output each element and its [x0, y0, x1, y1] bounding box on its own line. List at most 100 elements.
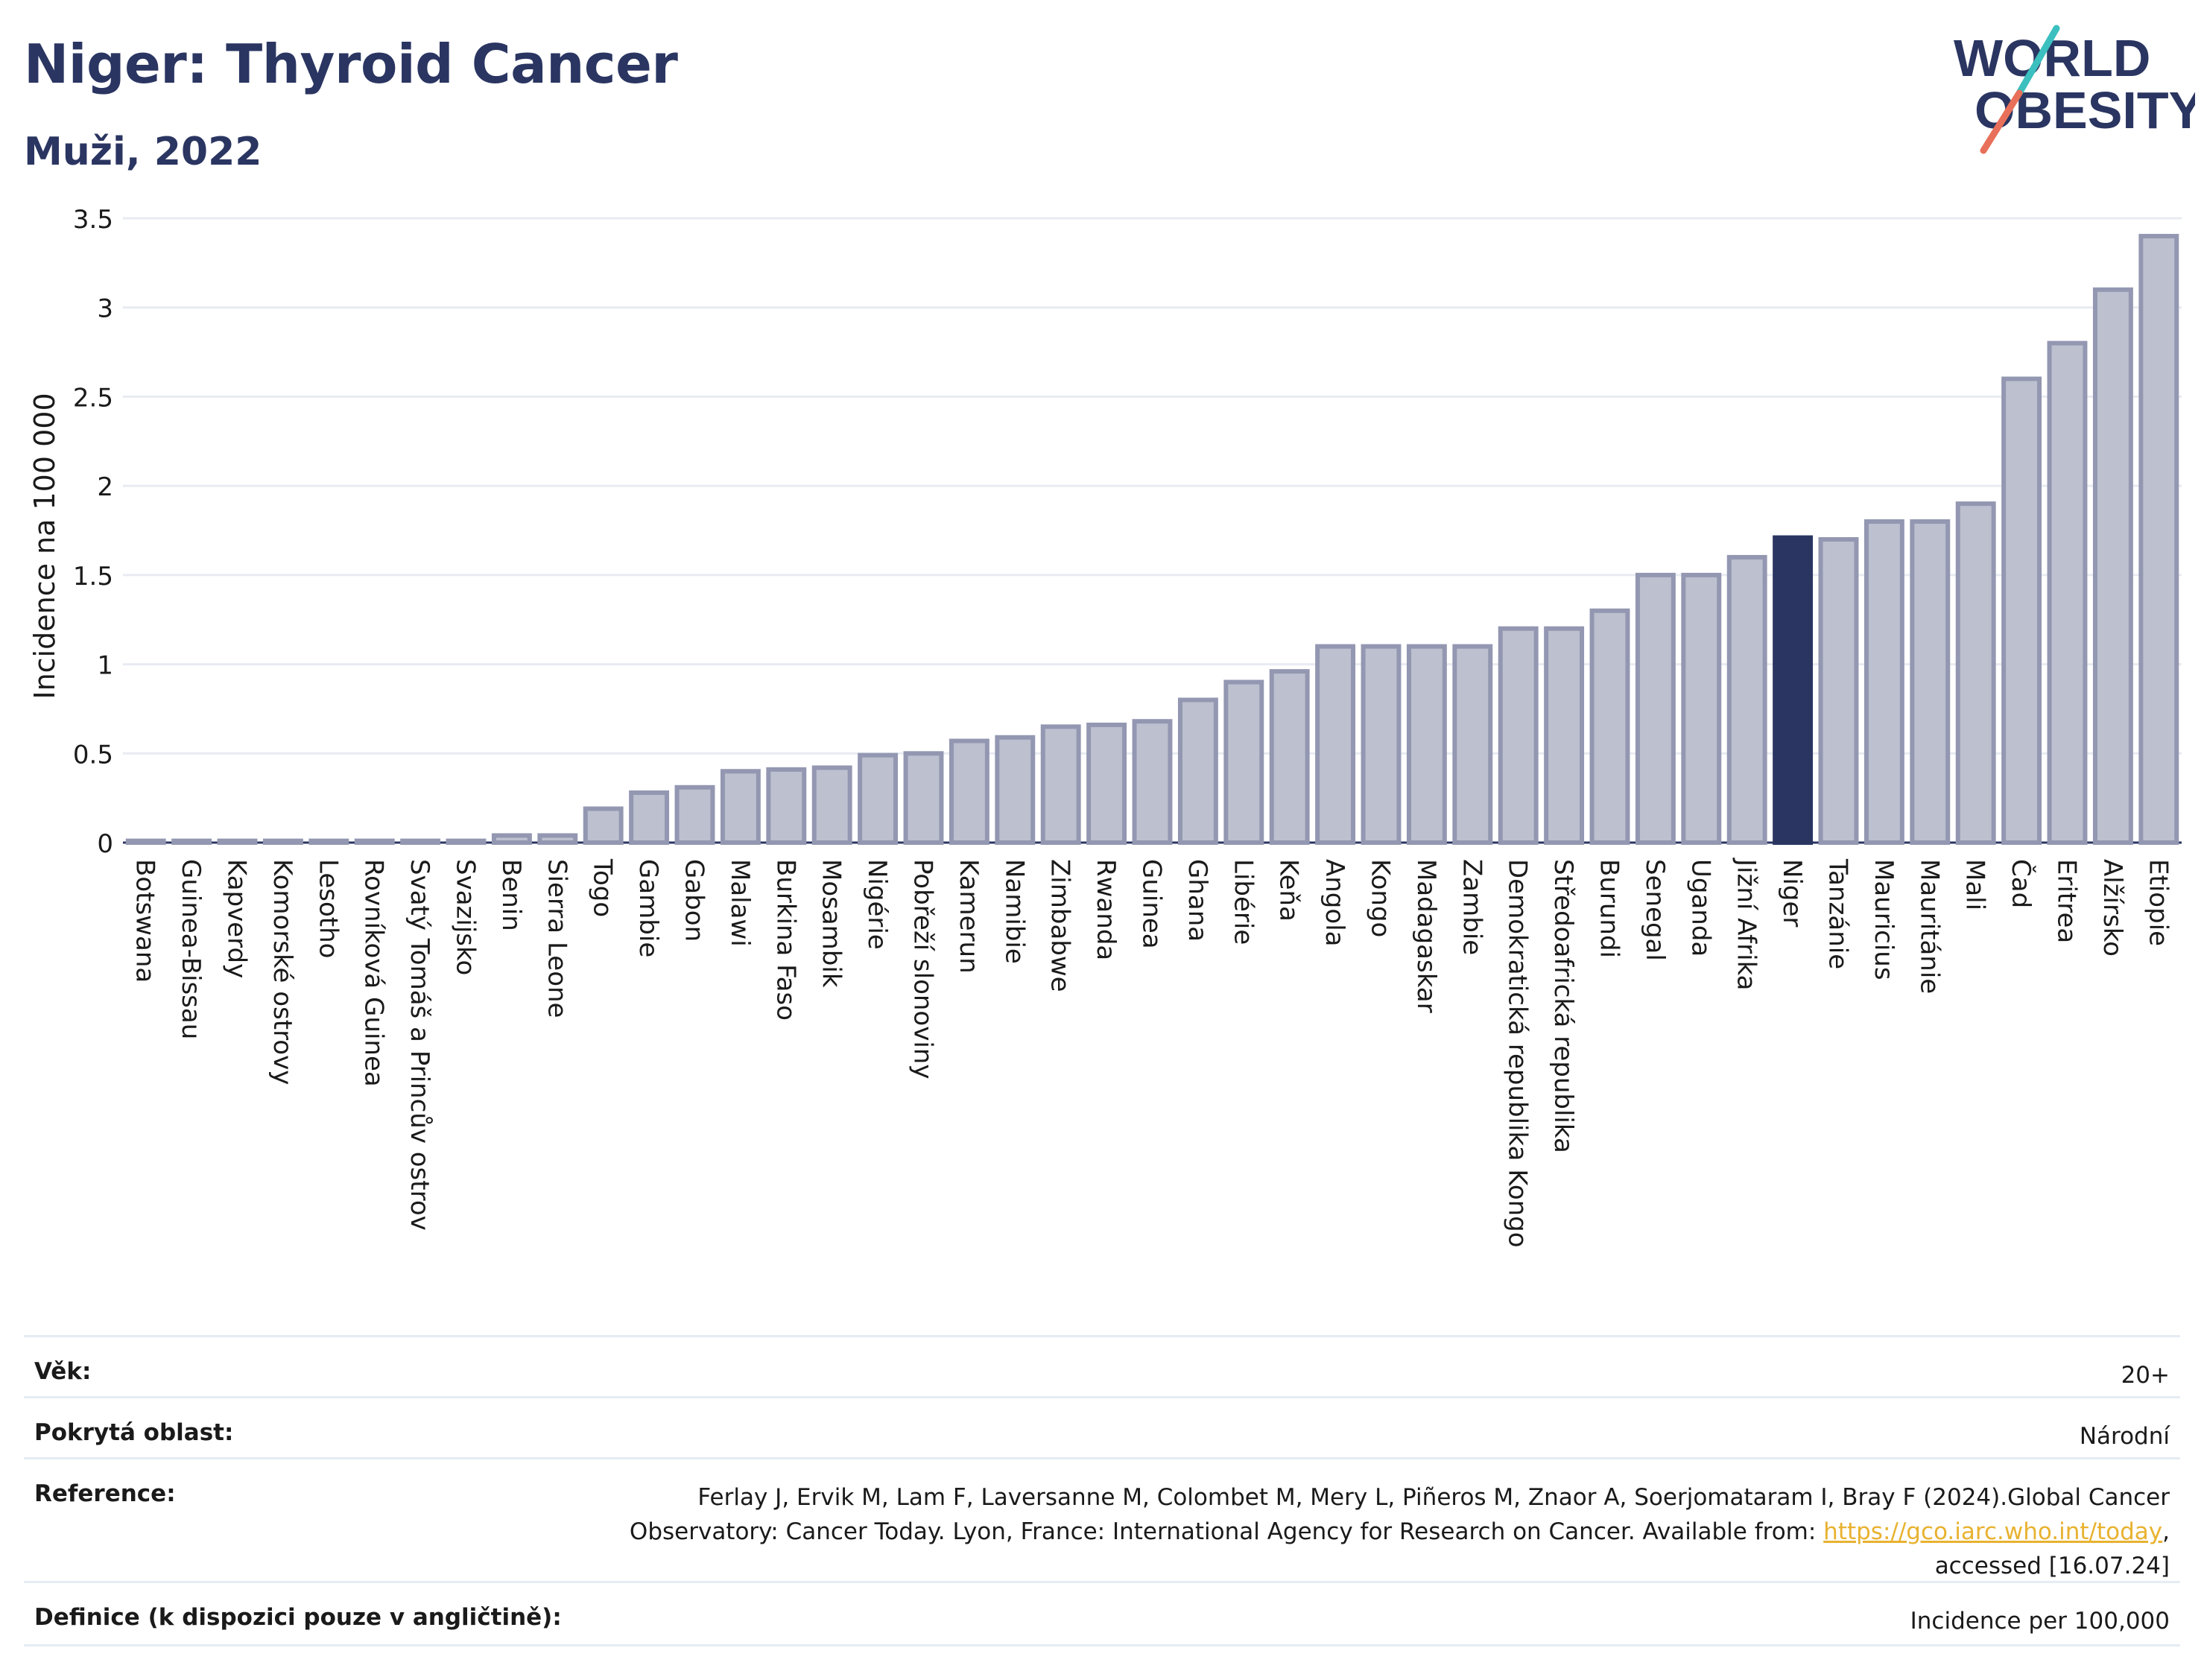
info-row-area: Pokrytá oblast: Národní — [24, 1396, 2180, 1459]
bar-ghana[interactable] — [1177, 697, 1218, 846]
bar-benin[interactable] — [491, 833, 532, 845]
bar-guinea-bissau[interactable] — [171, 838, 212, 845]
bar-burundi[interactable] — [1589, 608, 1630, 845]
bar-st-edoafrick-republika[interactable] — [1544, 626, 1585, 846]
logo-slash-coral — [1980, 89, 2023, 154]
x-tick-label: Malawi — [725, 859, 755, 947]
y-tick-label: 0 — [97, 829, 113, 859]
bar-komorsk-ostrovy[interactable] — [262, 838, 303, 845]
x-tick-label: Mali — [1960, 859, 1990, 910]
x-tick-label: Uganda — [1685, 859, 1715, 957]
x-tick-label: Burkina Faso — [770, 859, 800, 1021]
x-tick-label: Kapverdy — [222, 859, 252, 978]
bar-mauricius[interactable] — [1863, 519, 1904, 845]
x-tick-label: Burundi — [1595, 859, 1624, 958]
bar-burkina-faso[interactable] — [766, 767, 807, 845]
info-row-definition: Definice (k dispozici pouze v angličtině… — [24, 1581, 2180, 1646]
x-tick-label: Angola — [1320, 859, 1349, 946]
x-tick-label: Gabon — [680, 859, 709, 942]
x-tick-label: Kongo — [1366, 859, 1396, 937]
info-row-age: Věk: 20+ — [24, 1335, 2180, 1398]
bar-senegal[interactable] — [1635, 572, 1676, 845]
bar-nig-rie[interactable] — [858, 752, 899, 845]
bar-botswana[interactable] — [125, 838, 166, 845]
reference-line-3: accessed [16.07.24] — [1934, 1553, 2170, 1579]
bar-pob-e-slonoviny[interactable] — [903, 751, 944, 845]
reference-value: Ferlay J, Ervik M, Lam F, Laversanne M, … — [630, 1480, 2170, 1583]
bar-gabon[interactable] — [674, 784, 715, 845]
y-tick-label: 3 — [97, 294, 113, 324]
reference-line-1: Ferlay J, Ervik M, Lam F, Laversanne M, … — [697, 1484, 2170, 1511]
y-tick-label: 1 — [97, 651, 113, 681]
x-tick-label: Pobřeží slonoviny — [908, 859, 938, 1079]
bar--ad[interactable] — [2001, 376, 2042, 845]
x-tick-label: Svatý Tomáš a Princův ostrov — [405, 859, 434, 1231]
y-tick-label: 3.5 — [73, 205, 113, 235]
bar-sierra-leone[interactable] — [537, 833, 578, 845]
area-value: Národní — [2079, 1423, 2170, 1450]
bar-svat-tom-a-princ-v-ostrov[interactable] — [400, 838, 441, 845]
bar-maurit-nie[interactable] — [1910, 519, 1951, 845]
bar-demokratick-republika-kongo[interactable] — [1498, 626, 1539, 846]
bar-guinea[interactable] — [1132, 719, 1173, 846]
bar-chart: 0 0.5 1 1.5 2 2.5 3 3.5 Botswana Guinea-Bissau Ka… — [28, 205, 2182, 1248]
x-tick-label: Nigérie — [862, 859, 892, 950]
x-tick-label: Zimbabwe — [1045, 859, 1075, 992]
x-tick-label: Libérie — [1228, 859, 1258, 945]
x-tick-label: Guinea-Bissau — [176, 859, 206, 1039]
bar-kapverdy[interactable] — [217, 838, 258, 845]
bar-zimbabwe[interactable] — [1040, 724, 1081, 845]
x-tick-label: Niger — [1777, 859, 1807, 927]
bar-gambie[interactable] — [629, 790, 670, 845]
x-tick-label: Madagaskar — [1411, 859, 1441, 1013]
y-tick-label: 0.5 — [73, 740, 113, 770]
x-tick-label: Rovníková Guinea — [359, 859, 389, 1087]
bar-mali[interactable] — [1955, 501, 1996, 845]
x-tick-labels: Botswana Guinea-Bissau Kapverdy Komorské os… — [130, 858, 2173, 1248]
bars — [125, 233, 2179, 846]
x-tick-label: Jižní Afrika — [1732, 858, 1761, 991]
x-tick-label: Alžírsko — [2097, 859, 2127, 957]
x-tick-label: Svazijsko — [451, 859, 481, 975]
bar-eritrea[interactable] — [2047, 340, 2088, 846]
x-tick-label: Sierra Leone — [542, 859, 571, 1018]
bar-rwanda[interactable] — [1086, 722, 1127, 846]
x-tick-label: Guinea — [1137, 859, 1167, 949]
x-tick-label: Ghana — [1182, 859, 1212, 942]
bar-lesotho[interactable] — [308, 838, 349, 845]
bar-al-rsko[interactable] — [2092, 287, 2133, 845]
x-tick-label: Gambie — [633, 859, 663, 957]
x-tick-label: Středoafrická republika — [1548, 859, 1578, 1153]
bar-zambie[interactable] — [1452, 644, 1493, 846]
bar-angola[interactable] — [1315, 644, 1356, 846]
info-row-reference: Reference: Ferlay J, Ervik M, Lam F, Lav… — [24, 1457, 2180, 1583]
bar-rovn-kov-guinea[interactable] — [354, 838, 395, 845]
bar-togo[interactable] — [583, 806, 624, 845]
bar-kongo[interactable] — [1361, 644, 1402, 846]
bar-niger[interactable] — [1773, 535, 1814, 845]
area-label: Pokrytá oblast: — [34, 1419, 234, 1446]
reference-label: Reference: — [34, 1480, 176, 1507]
bar-namibie[interactable] — [995, 735, 1036, 845]
definition-value: Incidence per 100,000 — [1910, 1608, 2170, 1635]
reference-link[interactable]: https://gco.iarc.who.int/today — [1823, 1518, 2163, 1545]
bar-lib-rie[interactable] — [1223, 679, 1264, 845]
bar-malawi[interactable] — [720, 769, 761, 845]
x-tick-label: Mosambik — [817, 859, 846, 988]
x-tick-label: Rwanda — [1091, 859, 1121, 960]
x-tick-label: Komorské ostrovy — [267, 859, 297, 1085]
x-tick-label: Kamerun — [954, 859, 984, 974]
x-tick-label: Čad — [2006, 859, 2036, 908]
bar-ke-a[interactable] — [1269, 669, 1310, 845]
bar-mosambik[interactable] — [811, 765, 852, 845]
bar-uganda[interactable] — [1681, 572, 1722, 845]
x-tick-label: Zambie — [1457, 859, 1486, 955]
bar-tanz-nie[interactable] — [1818, 536, 1859, 845]
bar-kamerun[interactable] — [949, 738, 989, 845]
bar-etiopie[interactable] — [2138, 233, 2179, 845]
bar-madagaskar[interactable] — [1406, 644, 1447, 846]
reference-line-2-text: Observatory: Cancer Today. Lyon, France:… — [629, 1518, 1824, 1545]
bar-ji-n-afrika[interactable] — [1726, 554, 1767, 846]
definition-label: Definice (k dispozici pouze v angličtině… — [34, 1604, 562, 1631]
bar-svazijsko[interactable] — [446, 838, 487, 845]
